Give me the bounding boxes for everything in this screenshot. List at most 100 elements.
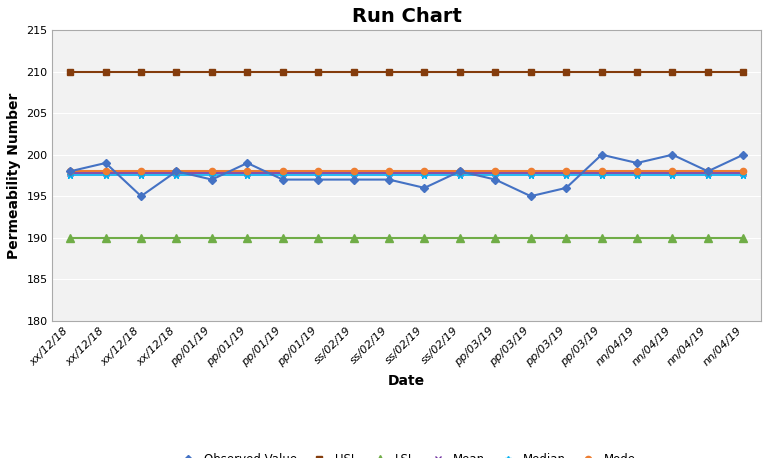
Mean <box>668 170 677 176</box>
Line: Observed Value: Observed Value <box>67 152 746 199</box>
Observed Value <box>632 160 641 166</box>
Mean <box>349 170 358 176</box>
USL <box>561 69 571 75</box>
USL <box>597 69 606 75</box>
Mode <box>632 169 641 174</box>
LSL <box>207 235 217 240</box>
LSL <box>455 235 465 240</box>
Mean <box>526 170 535 176</box>
Observed Value <box>313 177 323 182</box>
LSL <box>561 235 571 240</box>
LSL <box>703 235 713 240</box>
Median <box>172 173 181 178</box>
Mean <box>278 170 287 176</box>
LSL <box>632 235 641 240</box>
USL <box>137 69 146 75</box>
Observed Value <box>703 169 713 174</box>
LSL <box>101 235 111 240</box>
Mode <box>349 169 358 174</box>
LSL <box>385 235 394 240</box>
Mean <box>597 170 606 176</box>
Line: Mode: Mode <box>67 168 746 174</box>
Median <box>703 173 713 178</box>
Median <box>455 173 465 178</box>
Observed Value <box>137 193 146 199</box>
USL <box>65 69 74 75</box>
USL <box>526 69 535 75</box>
Mean <box>455 170 465 176</box>
Mean <box>703 170 713 176</box>
Legend: Observed Value, USL, LSL, Mean, Median, Mode: Observed Value, USL, LSL, Mean, Median, … <box>173 448 641 458</box>
Observed Value <box>207 177 217 182</box>
Observed Value <box>491 177 500 182</box>
USL <box>172 69 181 75</box>
USL <box>101 69 111 75</box>
USL <box>491 69 500 75</box>
Observed Value <box>385 177 394 182</box>
Observed Value <box>597 152 606 158</box>
Mean <box>739 170 748 176</box>
Observed Value <box>349 177 358 182</box>
Mode <box>101 169 111 174</box>
Mean <box>207 170 217 176</box>
Median <box>313 173 323 178</box>
Median <box>632 173 641 178</box>
Median <box>668 173 677 178</box>
Mode <box>739 169 748 174</box>
LSL <box>65 235 74 240</box>
USL <box>668 69 677 75</box>
USL <box>349 69 358 75</box>
USL <box>207 69 217 75</box>
Median <box>561 173 571 178</box>
LSL <box>526 235 535 240</box>
Mean <box>491 170 500 176</box>
Mode <box>420 169 429 174</box>
Line: Mean: Mean <box>67 169 746 176</box>
USL <box>739 69 748 75</box>
Mean <box>420 170 429 176</box>
Median <box>597 173 606 178</box>
Mode <box>137 169 146 174</box>
Median <box>491 173 500 178</box>
LSL <box>313 235 323 240</box>
USL <box>278 69 287 75</box>
LSL <box>137 235 146 240</box>
USL <box>455 69 465 75</box>
Mean <box>172 170 181 176</box>
Mode <box>455 169 465 174</box>
LSL <box>668 235 677 240</box>
Mode <box>243 169 252 174</box>
USL <box>420 69 429 75</box>
Mode <box>561 169 571 174</box>
Median <box>278 173 287 178</box>
Observed Value <box>278 177 287 182</box>
Observed Value <box>668 152 677 158</box>
Mean <box>385 170 394 176</box>
Median <box>385 173 394 178</box>
Mode <box>385 169 394 174</box>
LSL <box>420 235 429 240</box>
Line: LSL: LSL <box>66 234 747 241</box>
USL <box>243 69 252 75</box>
Mode <box>526 169 535 174</box>
Mean <box>632 170 641 176</box>
Median <box>243 173 252 178</box>
Median <box>137 173 146 178</box>
Y-axis label: Permeability Number: Permeability Number <box>7 92 21 259</box>
Median <box>101 173 111 178</box>
Median <box>420 173 429 178</box>
LSL <box>172 235 181 240</box>
USL <box>313 69 323 75</box>
Mean <box>137 170 146 176</box>
USL <box>385 69 394 75</box>
Mean <box>65 170 74 176</box>
Median <box>207 173 217 178</box>
Mode <box>172 169 181 174</box>
Mode <box>207 169 217 174</box>
Mode <box>703 169 713 174</box>
LSL <box>278 235 287 240</box>
Mean <box>313 170 323 176</box>
Mean <box>243 170 252 176</box>
Observed Value <box>526 193 535 199</box>
LSL <box>491 235 500 240</box>
